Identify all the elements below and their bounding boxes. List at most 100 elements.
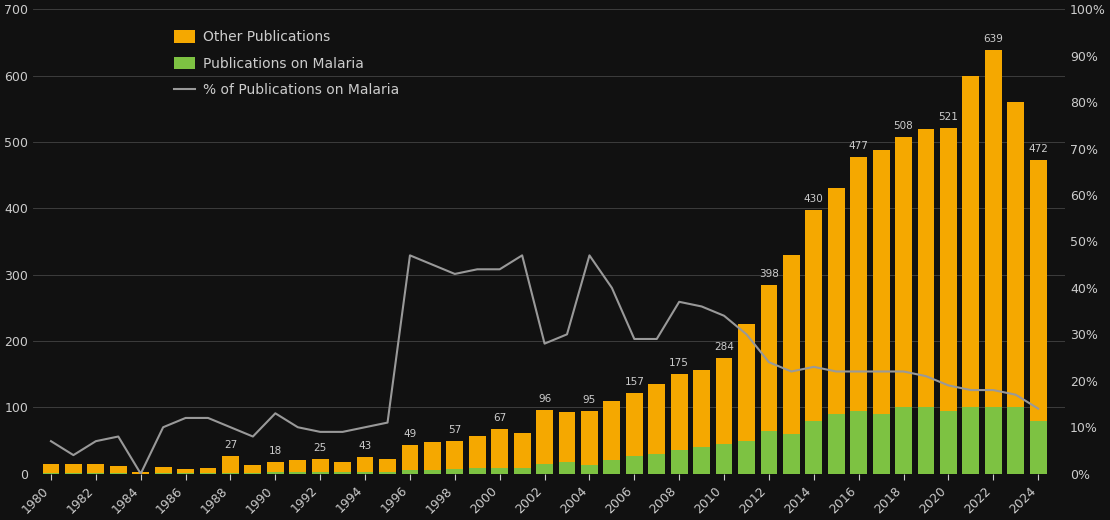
Text: 175: 175 <box>669 358 689 368</box>
Text: 477: 477 <box>849 141 869 151</box>
Bar <box>604 401 620 460</box>
Bar <box>558 462 575 474</box>
Bar <box>200 473 216 474</box>
Bar <box>536 464 553 474</box>
Bar <box>65 464 82 473</box>
Bar <box>42 464 60 473</box>
Text: 96: 96 <box>538 394 552 404</box>
Bar <box>356 457 373 472</box>
Bar <box>132 472 149 474</box>
Bar <box>334 472 351 474</box>
Bar <box>266 472 284 474</box>
Bar <box>850 411 867 474</box>
Bar <box>918 407 935 474</box>
Bar <box>648 454 665 474</box>
Bar <box>88 464 104 473</box>
Bar <box>648 384 665 454</box>
Bar <box>312 472 329 474</box>
Bar <box>962 407 979 474</box>
Text: 157: 157 <box>625 377 644 387</box>
Bar <box>402 471 418 474</box>
Bar <box>424 470 441 474</box>
Bar <box>468 469 486 474</box>
Text: 25: 25 <box>314 443 326 453</box>
Text: 639: 639 <box>983 34 1003 44</box>
Bar <box>806 421 823 474</box>
Bar <box>446 469 463 474</box>
Bar <box>222 456 239 473</box>
Bar <box>783 255 800 434</box>
Bar <box>850 157 867 411</box>
Bar <box>581 465 598 474</box>
Bar <box>514 433 531 467</box>
Bar <box>1030 161 1047 421</box>
Legend: Other Publications, Publications on Malaria, % of Publications on Malaria: Other Publications, Publications on Mala… <box>174 30 400 97</box>
Text: 43: 43 <box>359 441 372 451</box>
Bar <box>380 472 396 474</box>
Bar <box>806 210 823 421</box>
Bar <box>65 473 82 474</box>
Bar <box>760 285 777 431</box>
Bar <box>178 469 194 473</box>
Bar <box>312 459 329 472</box>
Bar <box>244 473 261 474</box>
Bar <box>110 473 127 474</box>
Bar <box>514 467 531 474</box>
Bar <box>604 460 620 474</box>
Bar <box>940 128 957 411</box>
Bar <box>783 434 800 474</box>
Bar <box>828 188 845 414</box>
Bar <box>178 473 194 474</box>
Bar <box>290 472 306 474</box>
Bar <box>872 414 889 474</box>
Bar <box>468 436 486 469</box>
Text: 95: 95 <box>583 395 596 405</box>
Text: 430: 430 <box>804 193 824 204</box>
Bar <box>962 75 979 407</box>
Bar <box>1007 407 1025 474</box>
Bar <box>626 456 643 474</box>
Bar <box>670 450 687 474</box>
Text: 284: 284 <box>714 342 734 352</box>
Bar <box>738 440 755 474</box>
Bar <box>581 411 598 465</box>
Bar <box>694 370 710 447</box>
Text: 521: 521 <box>938 112 958 122</box>
Bar <box>760 431 777 474</box>
Bar <box>694 447 710 474</box>
Bar <box>266 462 284 472</box>
Bar <box>154 473 172 474</box>
Bar <box>716 444 733 474</box>
Bar <box>918 128 935 407</box>
Bar <box>895 407 912 474</box>
Bar <box>154 467 172 473</box>
Text: 398: 398 <box>759 269 779 279</box>
Text: 49: 49 <box>403 429 416 439</box>
Text: 57: 57 <box>448 425 462 435</box>
Bar <box>670 374 687 450</box>
Bar <box>402 445 418 471</box>
Bar <box>985 407 1001 474</box>
Bar <box>380 459 396 472</box>
Bar <box>738 324 755 440</box>
Bar <box>828 414 845 474</box>
Bar <box>1007 102 1025 407</box>
Bar <box>626 393 643 456</box>
Bar <box>88 473 104 474</box>
Text: 472: 472 <box>1028 145 1048 154</box>
Bar <box>446 441 463 469</box>
Bar <box>536 410 553 464</box>
Bar <box>42 473 60 474</box>
Bar <box>200 469 216 473</box>
Bar <box>222 473 239 474</box>
Text: 18: 18 <box>269 446 282 456</box>
Bar <box>895 137 912 407</box>
Bar <box>424 442 441 470</box>
Text: 67: 67 <box>493 413 506 423</box>
Text: 508: 508 <box>894 121 914 131</box>
Bar <box>110 466 127 473</box>
Bar <box>244 465 261 473</box>
Bar <box>716 358 733 444</box>
Bar <box>940 411 957 474</box>
Bar <box>356 472 373 474</box>
